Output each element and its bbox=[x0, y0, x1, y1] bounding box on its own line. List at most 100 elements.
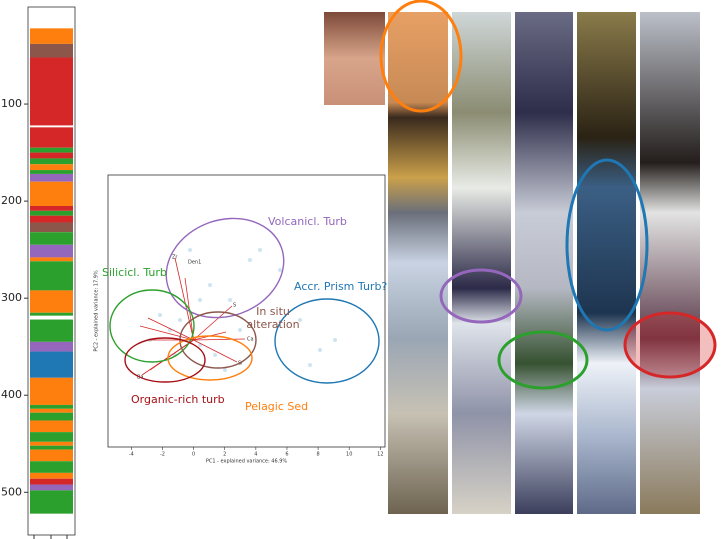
x-tick-label: 0 bbox=[192, 452, 195, 458]
facies-band bbox=[30, 244, 73, 258]
group-label: Pelagic Sed bbox=[245, 400, 308, 413]
highlight-ellipse bbox=[623, 311, 717, 379]
y-tick-label: 200 bbox=[1, 194, 22, 207]
facies-band bbox=[30, 484, 73, 491]
facies-band bbox=[30, 257, 73, 262]
sample-point bbox=[278, 268, 282, 272]
vector-label: Zr bbox=[172, 255, 178, 261]
sample-point bbox=[188, 248, 192, 252]
facies-band bbox=[30, 215, 73, 223]
facies-log: 100 200 300 400 500 bbox=[1, 6, 76, 539]
facies-band bbox=[30, 164, 73, 171]
vector-label: S bbox=[233, 303, 236, 309]
x-tick-label: 10 bbox=[346, 452, 352, 458]
group-label: Volcanicl. Turb bbox=[268, 215, 347, 228]
facies-band bbox=[30, 152, 73, 159]
x-tick-label: 8 bbox=[316, 452, 319, 458]
loading-vector bbox=[193, 338, 246, 341]
facies-band bbox=[30, 445, 73, 450]
sample-point bbox=[213, 353, 217, 357]
loading-vector bbox=[147, 317, 194, 341]
loading-vector bbox=[193, 305, 233, 341]
sample-point bbox=[318, 348, 322, 352]
x-tick-label: 2 bbox=[223, 452, 226, 458]
facies-band bbox=[30, 341, 73, 352]
facies-band bbox=[30, 420, 73, 433]
core-image bbox=[388, 12, 448, 514]
core-image bbox=[452, 12, 511, 514]
pca-plot: -4 -2 0 2 4 6 8 10 12 PC1 - explained variance: 4… bbox=[94, 215, 388, 465]
facies-band bbox=[30, 432, 73, 442]
facies-band bbox=[30, 28, 73, 44]
loading-vector bbox=[193, 339, 238, 363]
sample-point bbox=[333, 338, 337, 342]
sample-point bbox=[198, 298, 202, 302]
core-image bbox=[515, 12, 573, 514]
group-ellipse bbox=[167, 335, 253, 381]
sample-point bbox=[308, 363, 312, 367]
x-tick-label: -4 bbox=[129, 452, 134, 458]
group-label: Organic-rich turb bbox=[131, 393, 225, 406]
facies-band bbox=[30, 461, 73, 473]
vector-label: Sr bbox=[238, 361, 244, 367]
facies-band bbox=[30, 158, 73, 165]
facies-band bbox=[30, 351, 73, 378]
facies-band bbox=[30, 181, 73, 206]
sample-point bbox=[238, 328, 242, 332]
facies-band bbox=[30, 127, 73, 148]
highlight-ellipse bbox=[497, 330, 589, 390]
group-ellipse bbox=[109, 289, 195, 363]
group-ellipse bbox=[124, 337, 206, 383]
x-tick-label: 6 bbox=[285, 452, 288, 458]
x-tick-label: 12 bbox=[377, 452, 383, 458]
facies-band bbox=[30, 290, 73, 313]
facies-band bbox=[30, 232, 73, 245]
sample-point bbox=[208, 283, 212, 287]
facies-band bbox=[30, 319, 73, 342]
facies-band bbox=[30, 205, 73, 211]
loading-vector bbox=[149, 339, 194, 371]
facies-band bbox=[30, 490, 73, 514]
group-ellipse bbox=[274, 298, 380, 384]
sample-point bbox=[223, 368, 227, 372]
sample-point bbox=[248, 258, 252, 262]
sample-point bbox=[178, 318, 182, 322]
loading-vector bbox=[174, 257, 194, 341]
facies-band bbox=[30, 472, 73, 479]
facies-band bbox=[30, 412, 73, 421]
sample-point bbox=[158, 313, 162, 317]
y-tick-label: 500 bbox=[1, 485, 22, 498]
highlight-ellipse bbox=[439, 268, 523, 324]
vector-label: Ca bbox=[247, 337, 254, 343]
highlight-ellipse bbox=[379, 0, 463, 113]
facies-band bbox=[30, 449, 73, 462]
vector-label: Den1 bbox=[188, 260, 201, 266]
facies-band bbox=[30, 173, 73, 182]
y-axis-label: PC2 - explained variance: 17.9% bbox=[94, 270, 100, 352]
facies-band bbox=[30, 210, 73, 216]
y-tick-label: 400 bbox=[1, 388, 22, 401]
x-tick-label: 4 bbox=[254, 452, 257, 458]
group-label: Accr. Prism Turb? bbox=[294, 280, 387, 293]
highlight-ellipse bbox=[565, 158, 649, 332]
sample-point bbox=[298, 318, 302, 322]
facies-band bbox=[30, 57, 73, 126]
y-tick-label: 300 bbox=[1, 291, 22, 304]
facies-band bbox=[30, 43, 73, 58]
group-label: Silicicl. Turb bbox=[102, 266, 167, 279]
facies-band bbox=[30, 404, 73, 409]
facies-band bbox=[30, 170, 73, 174]
core-image bbox=[640, 12, 700, 514]
core-photos bbox=[324, 0, 717, 514]
x-axis-label: PC1 - explained variance: 46.9% bbox=[206, 459, 288, 465]
facies-band bbox=[30, 377, 73, 405]
facies-band bbox=[30, 478, 73, 485]
facies-band bbox=[30, 261, 73, 291]
facies-band bbox=[30, 147, 73, 153]
y-tick-label: 100 bbox=[1, 97, 22, 110]
facies-band bbox=[30, 312, 73, 316]
facies-band bbox=[30, 222, 73, 233]
core-image bbox=[577, 12, 636, 514]
